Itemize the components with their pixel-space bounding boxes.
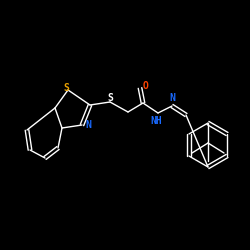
Text: N: N (85, 120, 91, 130)
Text: S: S (63, 83, 69, 93)
Text: S: S (107, 93, 113, 103)
Text: N: N (169, 93, 175, 103)
Text: O: O (143, 81, 149, 91)
Text: NH: NH (150, 116, 162, 126)
